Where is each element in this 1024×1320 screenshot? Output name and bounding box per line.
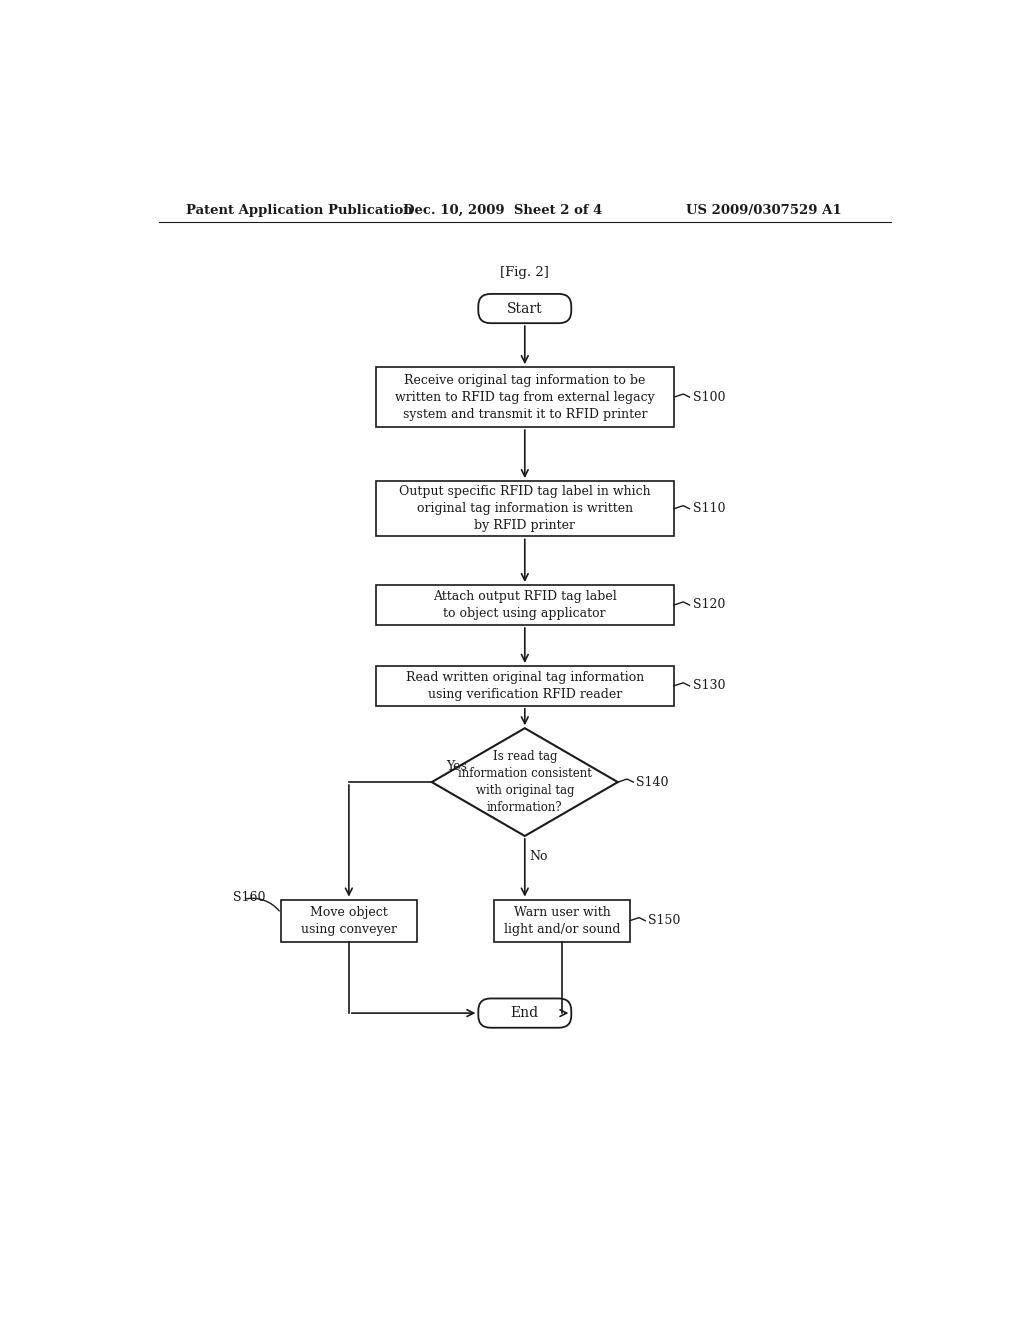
Text: S150: S150 bbox=[648, 915, 681, 927]
Text: Attach output RFID tag label
to object using applicator: Attach output RFID tag label to object u… bbox=[433, 590, 616, 620]
Text: S110: S110 bbox=[692, 502, 725, 515]
Bar bbox=[376, 585, 674, 626]
Text: Output specific RFID tag label in which
original tag information is written
by R: Output specific RFID tag label in which … bbox=[399, 486, 650, 532]
Text: Is read tag
information consistent
with original tag
information?: Is read tag information consistent with … bbox=[458, 750, 592, 814]
Text: S160: S160 bbox=[233, 891, 265, 904]
Text: Receive original tag information to be
written to RFID tag from external legacy
: Receive original tag information to be w… bbox=[395, 374, 654, 421]
Text: Move object
using conveyer: Move object using conveyer bbox=[301, 906, 397, 936]
Text: Warn user with
light and/or sound: Warn user with light and/or sound bbox=[504, 906, 621, 936]
Text: S140: S140 bbox=[636, 776, 669, 788]
Text: [Fig. 2]: [Fig. 2] bbox=[501, 265, 549, 279]
Bar bbox=[376, 665, 674, 706]
Text: US 2009/0307529 A1: US 2009/0307529 A1 bbox=[686, 205, 842, 218]
Bar bbox=[281, 899, 417, 942]
FancyArrowPatch shape bbox=[247, 899, 280, 911]
Bar bbox=[495, 899, 630, 942]
Bar bbox=[376, 480, 674, 536]
Text: Patent Application Publication: Patent Application Publication bbox=[186, 205, 413, 218]
Text: End: End bbox=[511, 1006, 539, 1020]
Text: S100: S100 bbox=[692, 391, 725, 404]
Bar bbox=[376, 367, 674, 428]
PathPatch shape bbox=[478, 294, 571, 323]
Text: Dec. 10, 2009  Sheet 2 of 4: Dec. 10, 2009 Sheet 2 of 4 bbox=[403, 205, 602, 218]
PathPatch shape bbox=[478, 998, 571, 1028]
Text: Yes: Yes bbox=[445, 760, 467, 774]
Text: S120: S120 bbox=[692, 598, 725, 611]
Text: S130: S130 bbox=[692, 680, 725, 693]
Text: Start: Start bbox=[507, 301, 543, 315]
Text: No: No bbox=[529, 850, 548, 863]
Polygon shape bbox=[432, 729, 617, 836]
Text: Read written original tag information
using verification RFID reader: Read written original tag information us… bbox=[406, 671, 644, 701]
